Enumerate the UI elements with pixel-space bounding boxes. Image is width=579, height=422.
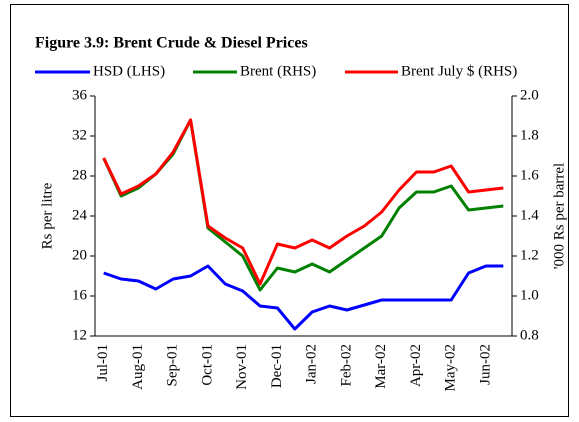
legend-label: Brent July $ (RHS) [401,63,517,79]
y-tick-label: 36 [72,87,88,103]
y-tick-label: 32 [72,127,87,143]
legend-label: HSD (LHS) [93,63,165,79]
y2-tick-label: 1.0 [520,287,539,303]
y-tick-label: 12 [72,327,87,343]
y2-tick-label: 1.8 [520,127,539,143]
legend-label: Brent (RHS) [240,63,316,79]
x-tick-label: Feb-02 [338,344,354,387]
x-tick-label: Apr-02 [408,344,424,387]
y2-tick-label: 2.0 [520,87,539,103]
series-line [102,118,504,286]
y-tick-label: 24 [72,207,88,223]
y2-tick-label: 1.4 [520,207,539,223]
y2-tick-label: 1.2 [520,247,539,263]
x-tick-label: Jul-01 [95,344,111,382]
y-tick-label: 28 [72,167,87,183]
y2-tick-label: 0.8 [520,327,539,343]
y-tick-label: 16 [72,287,88,303]
x-tick-label: Jun-02 [477,344,493,385]
y-axis-label: Rs per litre [39,182,55,249]
x-tick-label: Sep-01 [165,344,181,387]
x-tick-label: Dec-01 [269,344,285,388]
x-tick-label: Mar-02 [373,344,389,389]
x-tick-label: Nov-01 [234,344,250,390]
y2-tick-label: 1.6 [520,167,539,183]
x-tick-label: Oct-01 [199,344,215,386]
y-tick-label: 20 [72,247,87,263]
series-line [103,264,504,331]
x-tick-label: Aug-01 [130,344,146,390]
chart-title: Figure 3.9: Brent Crude & Diesel Prices [35,35,308,52]
x-tick-label: Jan-02 [304,344,320,384]
x-tick-label: May-02 [443,344,459,392]
y2-axis-label: '000 Rs per barrel [551,163,567,269]
